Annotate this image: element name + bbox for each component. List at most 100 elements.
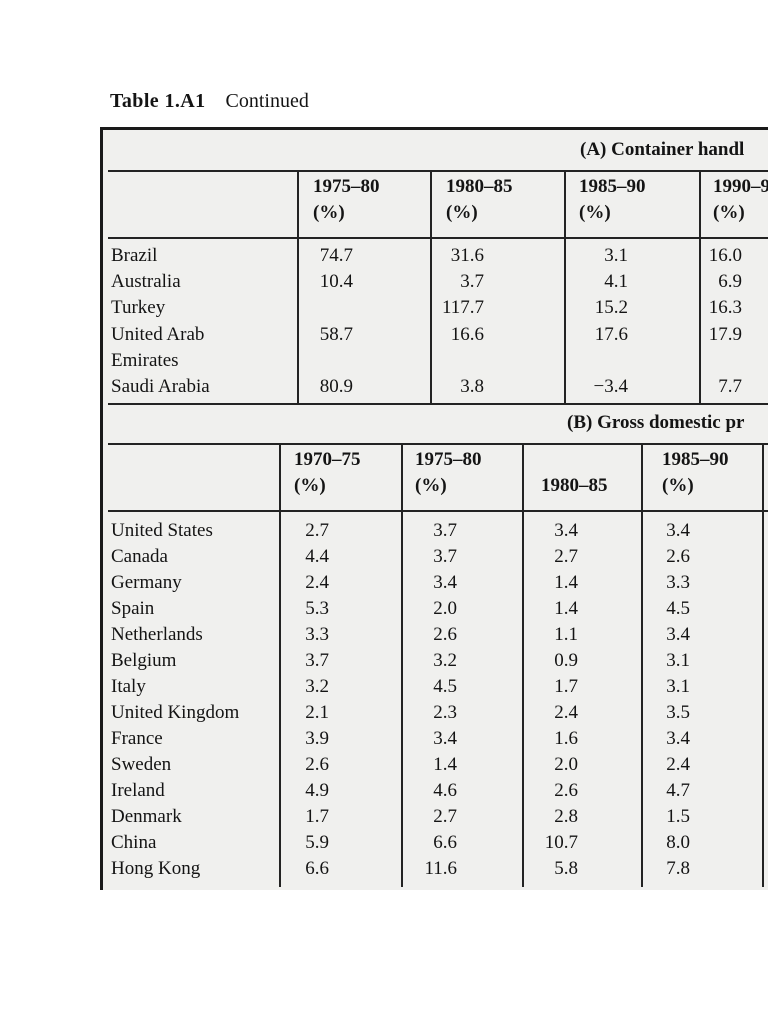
cell-value: 2.4 xyxy=(305,572,329,593)
section-b-column-header-unit: (%) xyxy=(415,475,447,496)
cell-value: 17.6 xyxy=(594,323,628,345)
cell-value: 3.4 xyxy=(666,520,690,541)
cell-value: 2.4 xyxy=(666,754,690,775)
cell-value: 3.4 xyxy=(666,728,690,749)
table-row: Spain 5.3 2.0 1.4 4.5 xyxy=(103,596,768,622)
cell-value: 1.4 xyxy=(554,598,578,619)
cell-value: 3.9 xyxy=(305,728,329,749)
cell-value: 117.7 xyxy=(441,297,484,319)
cell-value: 3.5 xyxy=(666,702,690,723)
row-label: Canada xyxy=(111,546,168,567)
cell-value: 3.3 xyxy=(666,572,690,593)
table-row: Denmark 1.7 2.7 2.8 1.5 xyxy=(103,804,768,830)
cell-value: 7.8 xyxy=(666,858,690,879)
cell-value: −3.4 xyxy=(593,376,628,397)
row-label: Spain xyxy=(111,598,155,619)
cell-value: 3.3 xyxy=(305,624,329,645)
row-label: Netherlands xyxy=(111,624,203,645)
cell-value: 3.4 xyxy=(433,572,457,593)
section-b-column-header: 1985–90 xyxy=(662,449,729,470)
section-a-column-header: 1985–90 xyxy=(579,176,646,197)
section-a-column-header: 1990–9 xyxy=(713,176,768,197)
cell-value: 15.2 xyxy=(594,297,628,319)
column-separator xyxy=(279,443,281,887)
table-row: Australia 10.4 3.7 4.1 6.9 xyxy=(103,269,768,295)
section-a-column-header: 1975–80 xyxy=(313,176,380,197)
table-row: United Kingdom 2.1 2.3 2.4 3.5 xyxy=(103,700,768,726)
table-row: China 5.9 6.6 10.7 8.0 xyxy=(103,830,768,856)
table-row: United States 2.7 3.7 3.4 3.4 xyxy=(103,518,768,544)
section-a-column-header-unit: (%) xyxy=(446,202,478,223)
column-separator xyxy=(430,170,432,403)
cell-value: 4.7 xyxy=(666,780,690,801)
table-row: Saudi Arabia 80.9 3.8 −3.4 7.7 xyxy=(103,374,768,400)
horizontal-rule xyxy=(108,443,768,445)
table-row: Emirates xyxy=(103,348,768,374)
column-separator xyxy=(297,170,299,403)
row-label: Germany xyxy=(111,572,182,593)
cell-value: 1.7 xyxy=(554,676,578,697)
cell-value: 1.7 xyxy=(305,806,329,827)
horizontal-rule xyxy=(108,170,768,172)
table-row: Sweden 2.6 1.4 2.0 2.4 xyxy=(103,752,768,778)
table-row: Hong Kong 6.6 11.6 5.8 7.8 xyxy=(103,856,768,882)
table-row: United Arab 58.7 16.6 17.6 17.9 xyxy=(103,322,768,348)
cell-value: 2.8 xyxy=(554,806,578,827)
cell-value: 1.4 xyxy=(433,754,457,775)
row-label: United Arab xyxy=(111,323,205,345)
table-number: Table 1.A1 xyxy=(110,90,206,112)
cell-value: 2.6 xyxy=(666,546,690,567)
cell-value: 3.4 xyxy=(433,728,457,749)
cell-value: 6.6 xyxy=(433,832,457,853)
cell-value: 17.9 xyxy=(708,323,742,345)
section-a-column-header: 1980–85 xyxy=(446,176,513,197)
section-b-column-header-unit: (%) xyxy=(294,475,326,496)
cell-value: 2.7 xyxy=(433,806,457,827)
cell-value: 74.7 xyxy=(319,245,353,266)
column-separator xyxy=(401,443,403,887)
table-row: France 3.9 3.4 1.6 3.4 xyxy=(103,726,768,752)
data-table: (A) Container handl 1975–80 (%) 1980–85 (%) 1… xyxy=(100,127,768,890)
row-label: United States xyxy=(111,520,213,541)
section-b-column-header-unit: 1980–85 xyxy=(541,475,608,496)
cell-value: 2.6 xyxy=(554,780,578,801)
cell-value: 2.1 xyxy=(305,702,329,723)
cell-value: 2.3 xyxy=(433,702,457,723)
cell-value: 5.9 xyxy=(305,832,329,853)
cell-value: 4.9 xyxy=(305,780,329,801)
row-label: Australia xyxy=(111,271,181,293)
cell-value: 3.1 xyxy=(666,650,690,671)
cell-value: 3.7 xyxy=(305,650,329,671)
section-a-column-header-unit: (%) xyxy=(579,202,611,223)
cell-value: 3.1 xyxy=(604,245,628,266)
table-row: Ireland 4.9 4.6 2.6 4.7 xyxy=(103,778,768,804)
cell-value: 6.9 xyxy=(718,271,742,293)
cell-value: 5.8 xyxy=(554,858,578,879)
column-separator xyxy=(522,443,524,887)
row-label: Hong Kong xyxy=(111,858,201,879)
cell-value: 5.3 xyxy=(305,598,329,619)
cell-value: 3.2 xyxy=(433,650,457,671)
row-label: Belgium xyxy=(111,650,177,671)
section-b-column-header-unit: (%) xyxy=(662,475,694,496)
cell-value: 4.5 xyxy=(666,598,690,619)
cell-value: 2.7 xyxy=(554,546,578,567)
cell-value: 1.1 xyxy=(554,624,578,645)
cell-value: 7.7 xyxy=(718,376,742,397)
section-a-column-header-unit: (%) xyxy=(713,202,745,223)
cell-value: 3.7 xyxy=(433,520,457,541)
cell-value: 3.7 xyxy=(460,271,484,293)
table-title: Table 1.A1 Continued xyxy=(110,90,309,112)
cell-value: 3.4 xyxy=(554,520,578,541)
row-label: Saudi Arabia xyxy=(111,376,210,397)
cell-value: 16.0 xyxy=(708,245,742,266)
table-row: Netherlands 3.3 2.6 1.1 3.4 xyxy=(103,622,768,648)
section-b-column-header: 1970–75 xyxy=(294,449,361,470)
cell-value: 11.6 xyxy=(424,858,457,879)
column-separator xyxy=(564,170,566,403)
cell-value: 2.0 xyxy=(554,754,578,775)
section-a-column-header-unit: (%) xyxy=(313,202,345,223)
row-label: Ireland xyxy=(111,780,165,801)
cell-value: 58.7 xyxy=(319,323,353,345)
